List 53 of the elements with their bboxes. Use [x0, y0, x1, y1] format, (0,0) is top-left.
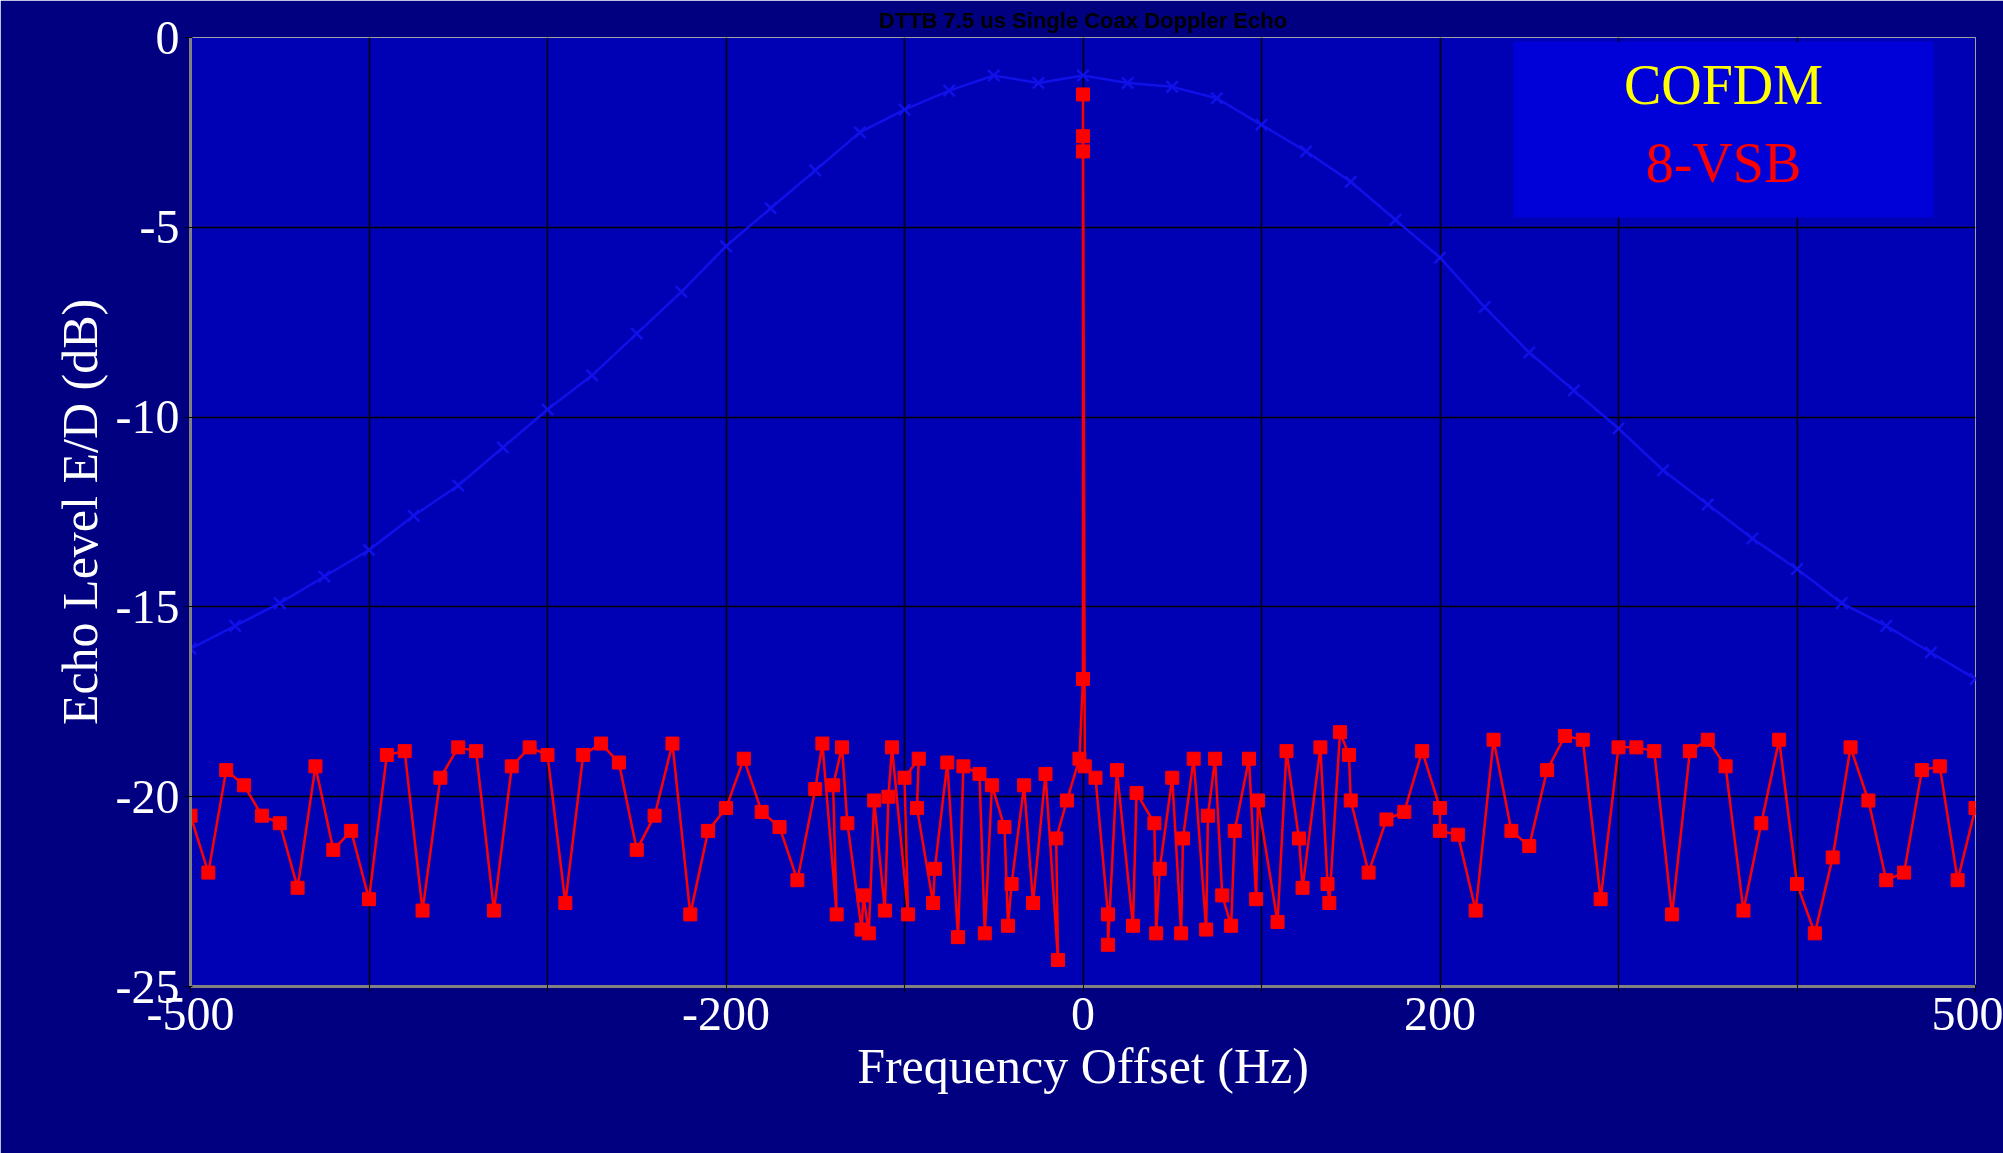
- point: [495, 440, 510, 455]
- x-tick-label: 200: [1404, 986, 1476, 1040]
- point: [1477, 300, 1492, 314]
- y-axis-title: Echo Level E/D (dB): [51, 298, 108, 726]
- point: [1120, 76, 1135, 90]
- point: [1388, 212, 1403, 227]
- text: COFDM: [1623, 53, 1824, 116]
- point: [540, 402, 555, 417]
- point: [986, 68, 1001, 83]
- x-axis-title: Frequency Offset (Hz): [857, 1037, 1309, 1094]
- y-tick-label: -5: [139, 200, 180, 254]
- point: [897, 102, 912, 117]
- x-tick-label: 500: [1931, 986, 2003, 1040]
- point: [1433, 250, 1447, 265]
- point: [1700, 497, 1715, 512]
- point: [1566, 383, 1581, 398]
- point: [763, 201, 778, 216]
- y-tick-label: -10: [115, 390, 180, 444]
- point: [317, 569, 332, 584]
- chart-title: DTTB 7.5 us Single Coax Doppler Echo: [878, 7, 1288, 33]
- point: [808, 163, 823, 178]
- point: [1254, 117, 1269, 132]
- point: [1165, 79, 1180, 94]
- point: [272, 596, 287, 611]
- point: [1299, 144, 1314, 159]
- point: [1790, 562, 1804, 576]
- point: [451, 478, 466, 493]
- point: [1343, 174, 1358, 189]
- point: [406, 508, 421, 523]
- point: [674, 284, 689, 299]
- point: [1209, 91, 1224, 106]
- point: [1076, 68, 1090, 83]
- x-tick-label: -200: [682, 986, 770, 1040]
- y-tick-label: 0: [155, 10, 180, 64]
- point: [719, 239, 733, 254]
- point: [629, 326, 644, 341]
- point: [228, 618, 243, 633]
- y-tick-label: -20: [115, 769, 180, 823]
- point: [1745, 531, 1760, 546]
- point: [1611, 421, 1626, 436]
- point: [1879, 618, 1894, 633]
- point: [1834, 596, 1849, 611]
- point: [1923, 645, 1938, 660]
- x-tick-label: 0: [1071, 986, 1095, 1040]
- point: [585, 368, 600, 383]
- point: [1522, 345, 1537, 360]
- point: [362, 543, 376, 557]
- point: [942, 83, 957, 98]
- point: [1031, 76, 1046, 90]
- text: 8-VSB: [1645, 131, 1802, 194]
- y-tick-label: -15: [115, 579, 180, 633]
- point: [1656, 463, 1671, 478]
- point: [852, 125, 867, 140]
